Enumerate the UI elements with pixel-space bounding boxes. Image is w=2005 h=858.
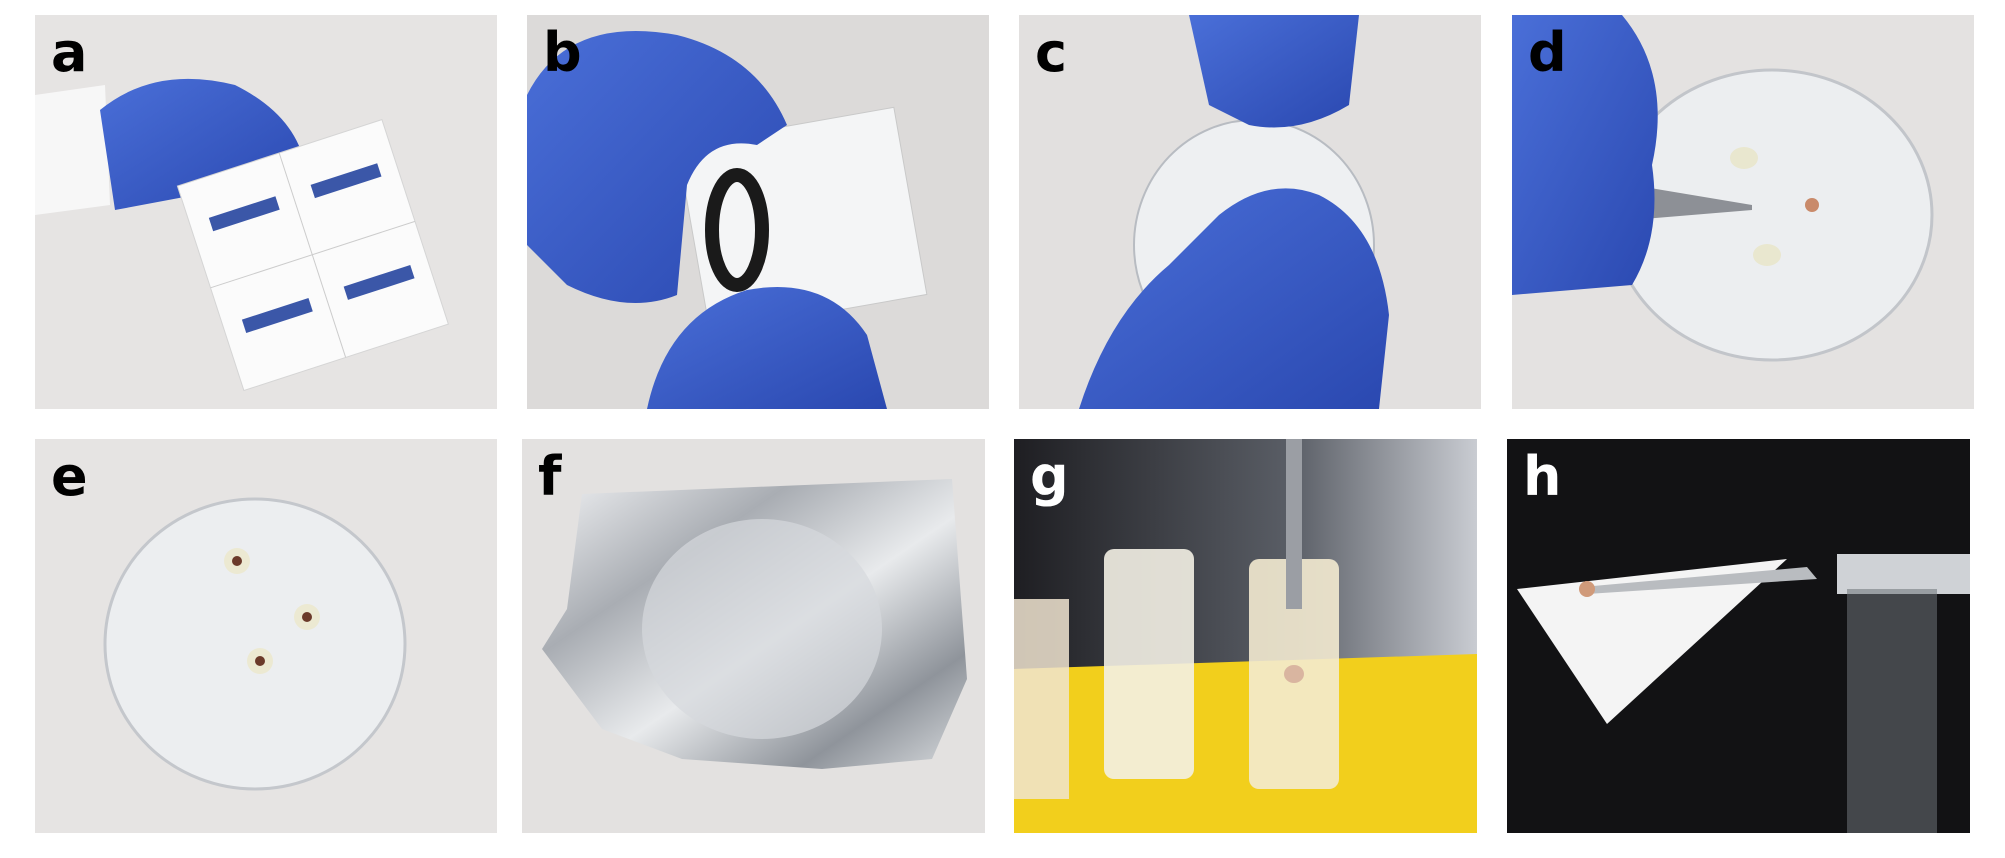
- panel-a: a: [35, 15, 497, 409]
- panel-label: c: [1035, 21, 1067, 84]
- panel-g: g: [1014, 439, 1477, 833]
- panel-label: e: [51, 445, 88, 508]
- panel-h: h: [1507, 439, 1970, 833]
- panel-f: f: [522, 439, 985, 833]
- panel-label: h: [1523, 445, 1561, 508]
- panel-e: e: [35, 439, 497, 833]
- panel-d: d: [1512, 15, 1974, 409]
- panel-label: d: [1528, 21, 1567, 84]
- panel-label: f: [538, 445, 562, 508]
- panel-b: b: [527, 15, 989, 409]
- panel-c: c: [1019, 15, 1481, 409]
- panel-label: g: [1030, 445, 1069, 508]
- panel-label: a: [51, 21, 87, 84]
- panel-label: b: [543, 21, 582, 84]
